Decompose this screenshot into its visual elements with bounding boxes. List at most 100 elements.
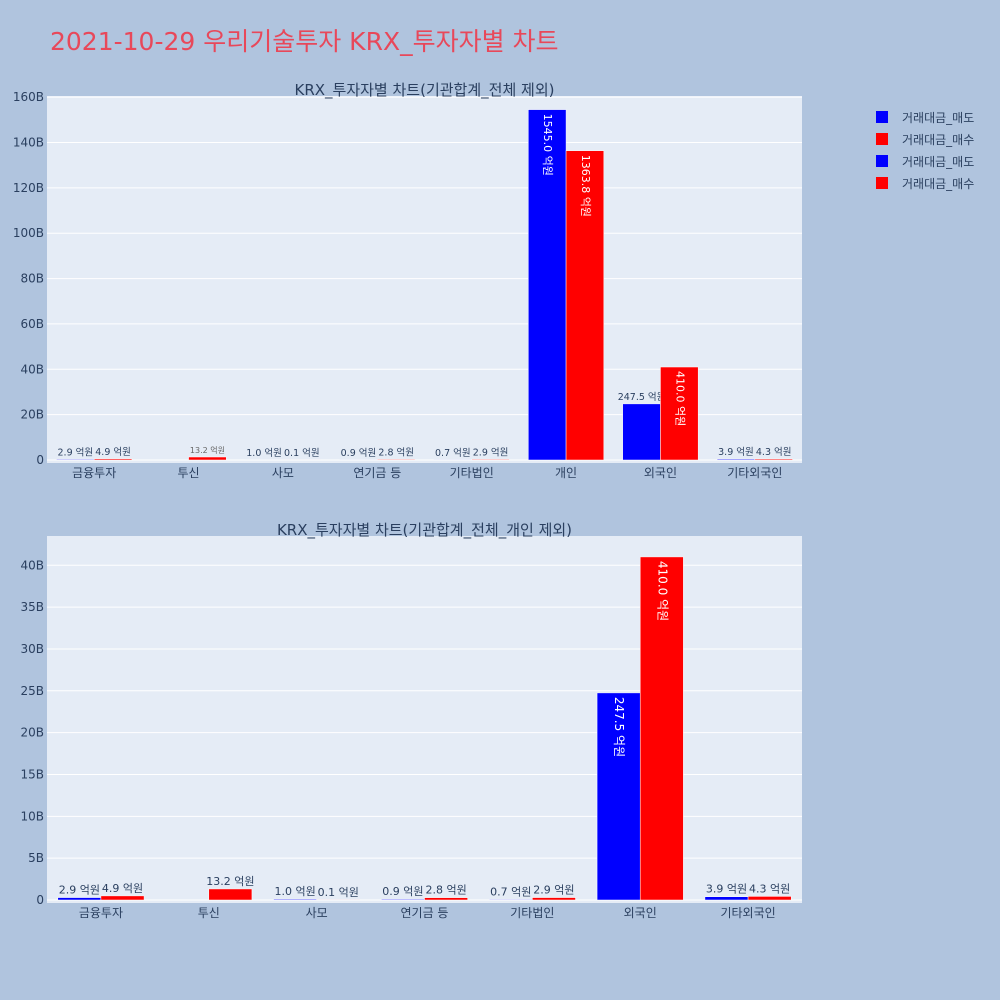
legend-swatch-buy [876,177,888,189]
bar-buy [532,897,576,901]
data-label: 13.2 억원 [190,445,225,455]
data-label: 1545.0 억원 [541,114,554,176]
y-tick-label: 20B [20,726,44,740]
legend-item-buy[interactable]: 거래대금_매수 [876,128,974,150]
y-tick-label: 0 [36,453,44,467]
page-title: 2021-10-29 우리기술투자 KRX_투자자별 차트 [50,27,559,56]
legend-label: 거래대금_매수 [902,132,975,147]
data-label: 4.3 억원 [749,882,790,895]
bar-sell [56,459,95,461]
bar-buy [660,366,699,461]
bar-sell [716,458,756,461]
x-tick-label: 투신 [198,906,220,920]
data-label: 0.7 억원 [435,447,471,459]
y-tick-label: 10B [20,809,44,823]
x-tick-label: 금융투자 [79,906,123,920]
y-tick-label: 60B [20,317,44,331]
y-tick-label: 30B [20,642,44,656]
bar-sell [381,898,425,901]
x-tick-label: 기타외국인 [720,906,775,920]
x-tick-label: 기타법인 [450,466,494,480]
y-tick-label: 20B [20,408,44,422]
x-tick-label: 금융투자 [72,466,116,480]
data-label: 4.9 억원 [95,446,131,458]
legend: 거래대금_매도 거래대금_매수 거래대금_매도 거래대금_매수 [876,106,974,194]
bar-buy [208,888,253,901]
bar-buy [100,895,145,901]
legend-label: 거래대금_매도 [902,110,975,125]
legend-label: 거래대금_매도 [902,154,975,169]
bar-sell [488,899,533,901]
y-tick-label: 15B [20,767,44,781]
bar-buy [747,896,792,901]
data-label: 1.0 억원 [274,885,315,898]
x-tick-label: 외국인 [644,466,677,480]
y-tick-label: 25B [20,684,44,698]
data-label: 410.0 억원 [673,371,686,426]
bar-buy [754,458,793,461]
y-tick-label: 40B [20,362,44,376]
y-tick-label: 80B [20,272,44,286]
legend-swatch-sell [876,111,888,123]
data-label: 2.8 억원 [378,446,414,458]
data-label: 1363.8 억원 [579,155,592,217]
y-tick-label: 120B [13,181,44,195]
y-tick-label: 35B [20,600,44,614]
legend-label: 거래대금_매수 [902,176,975,191]
data-label: 2.9 억원 [59,884,100,897]
bar-sell [57,897,102,901]
data-label: 0.9 억원 [341,447,377,459]
bar-sell [273,898,317,901]
y-tick-label: 0 [36,893,44,907]
plot-area [47,536,802,903]
y-tick-label: 160B [13,90,44,104]
bar-buy [639,556,684,901]
data-label: 3.9 억원 [706,883,747,896]
x-tick-label: 투신 [178,466,200,480]
bar-sell [528,109,567,461]
chart-title: KRX_투자자별 차트(기관합계_전체_개인 제외) [277,521,572,540]
data-label: 3.9 억원 [718,446,754,458]
legend-swatch-buy [876,133,888,145]
data-label: 2.8 억원 [425,884,466,897]
y-tick-label: 140B [13,135,44,149]
data-label: 0.1 억원 [318,886,359,899]
y-tick-label: 5B [28,851,44,865]
x-tick-label: 사모 [272,466,294,480]
x-tick-label: 연기금 등 [353,466,401,480]
y-tick-label: 40B [20,558,44,572]
bar-buy [471,459,510,461]
x-tick-label: 개인 [555,466,577,480]
x-tick-label: 기타외국인 [727,466,782,480]
legend-item-sell[interactable]: 거래대금_매도 [876,150,974,172]
bar-sell [704,896,749,901]
chart-title: KRX_투자자별 차트(기관합계_전체 제외) [295,81,555,100]
bar-sell [622,403,661,461]
bar-buy [424,897,468,901]
data-label: 2.9 억원 [473,446,509,458]
data-label: 4.9 억원 [102,882,143,895]
y-tick-label: 100B [13,226,44,240]
data-label: 0.9 억원 [382,885,423,898]
data-label: 0.1 억원 [284,447,320,459]
legend-item-buy[interactable]: 거래대금_매수 [876,172,974,194]
bar-buy [93,458,133,461]
bar-sell [596,692,641,901]
data-label: 2.9 억원 [58,446,94,458]
data-label: 1.0 억원 [246,447,282,459]
x-tick-label: 기타법인 [510,906,554,920]
data-label: 4.3 억원 [756,446,792,458]
legend-item-sell[interactable]: 거래대금_매도 [876,106,974,128]
legend-swatch-sell [876,155,888,167]
data-label: 247.5 억원 [612,697,626,757]
data-label: 13.2 억원 [206,875,254,888]
data-label: 0.7 억원 [490,885,531,898]
x-tick-label: 사모 [306,906,328,920]
data-label: 2.9 억원 [533,884,574,897]
data-label: 410.0 억원 [655,561,669,621]
x-tick-label: 연기금 등 [401,906,449,920]
bar-buy [565,150,605,461]
data-label: 247.5 억원 [618,391,666,403]
x-tick-label: 외국인 [624,906,657,920]
